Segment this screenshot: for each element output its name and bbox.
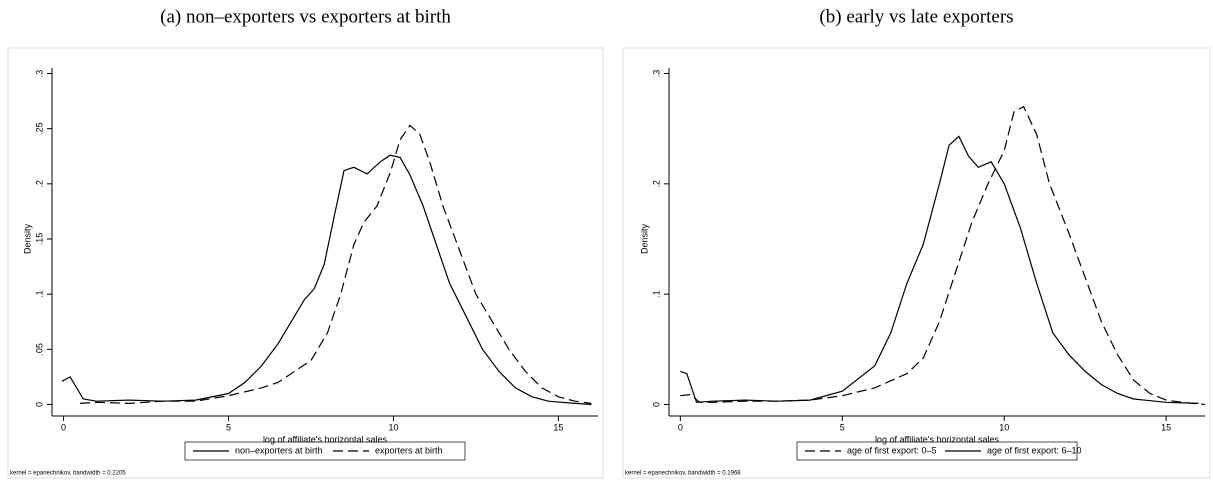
legend-label: exporters at birth (375, 445, 443, 455)
legend-label: non–exporters at birth (235, 445, 323, 455)
x-axis-label: log of affiliate's horizontal sales (875, 434, 1000, 444)
x-tick-label: 0 (678, 422, 683, 432)
legend-label: age of first export: 6–10 (987, 445, 1082, 455)
x-tick-label: 5 (226, 422, 231, 432)
y-axis-label: Density (639, 223, 649, 254)
x-tick-label: 15 (553, 422, 563, 432)
x-tick-label: 5 (840, 422, 845, 432)
x-tick-label: 10 (388, 422, 398, 432)
y-tick-label: .15 (34, 233, 44, 246)
y-tick-label: .3 (34, 70, 44, 78)
x-tick-label: 10 (999, 422, 1009, 432)
density-line (680, 105, 1206, 406)
x-tick-label: 15 (1161, 422, 1171, 432)
note: kernel = epanechnikov, bandwidth = 0.196… (625, 471, 741, 477)
y-tick-label: .1 (651, 290, 661, 298)
density-line (79, 124, 592, 405)
note: kernel = epanechnikov, bandwidth = 0.220… (10, 471, 126, 477)
legend-box (184, 441, 466, 461)
y-tick-label: .2 (651, 180, 661, 188)
panel-frame (622, 47, 1211, 479)
y-tick-label: .2 (34, 180, 44, 188)
density-line (61, 154, 592, 406)
y-tick-label: .1 (34, 290, 44, 298)
y-tick-label: .25 (34, 122, 44, 135)
legend-label: age of first export: 0–5 (847, 445, 937, 455)
panel-title: (b) early vs late exporters (819, 6, 1013, 27)
y-tick-label: .3 (651, 70, 661, 78)
y-axis-label: Density (22, 223, 32, 254)
legend-box (796, 441, 1078, 461)
x-axis-label: log of affiliate's horizontal sales (263, 434, 388, 444)
y-tick-label: 0 (34, 402, 44, 407)
density-line (680, 135, 1199, 404)
y-tick-label: .05 (34, 343, 44, 356)
panel-frame (7, 47, 604, 479)
x-tick-label: 0 (61, 422, 66, 432)
panel-title: (a) non–exporters vs exporters at birth (160, 6, 451, 27)
y-tick-label: 0 (651, 402, 661, 407)
